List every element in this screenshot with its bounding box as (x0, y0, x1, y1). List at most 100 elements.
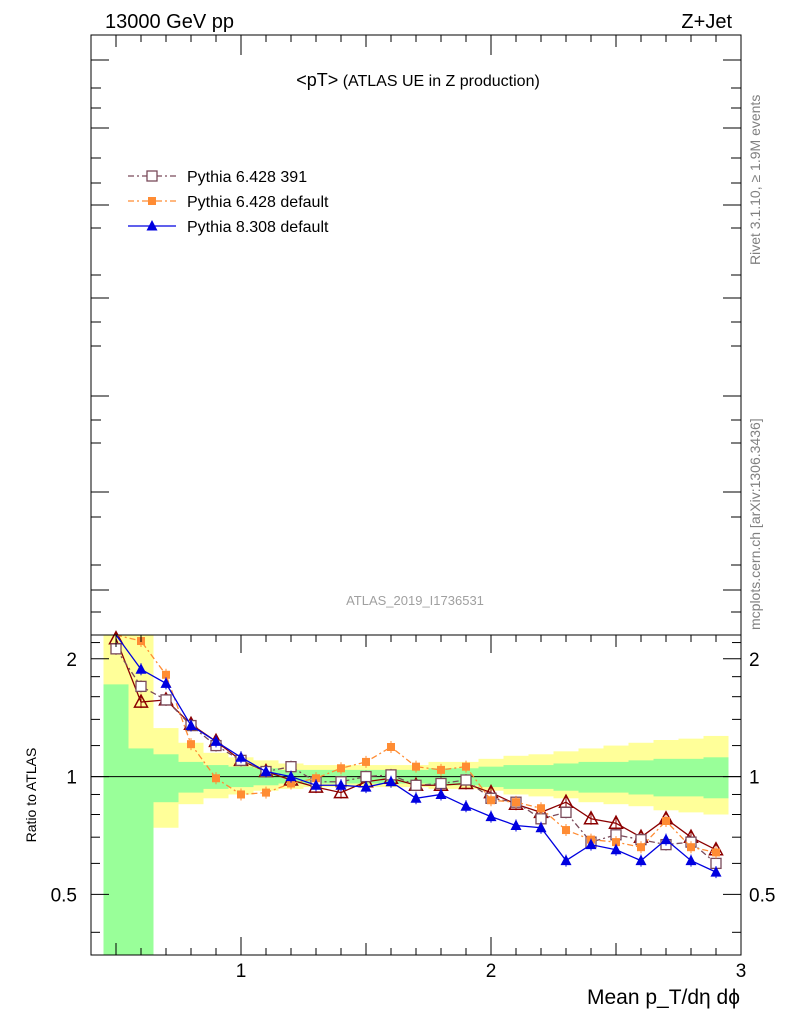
legend-marker (146, 170, 158, 182)
data-point (160, 694, 172, 706)
data-point (237, 790, 245, 799)
ratio-y-tick-label: 0.5 (749, 885, 775, 906)
data-point (635, 854, 647, 866)
data-point (210, 735, 222, 746)
analysis-watermark: ATLAS_2019_I1736531 (346, 593, 484, 608)
uncertainty-band-inner (103, 684, 129, 955)
legend-label: Pythia 6.428 391 (187, 169, 307, 186)
ratio-y-tick-label: 2 (749, 650, 760, 671)
uncertainty-band-inner (703, 757, 729, 799)
ratio-series (108, 630, 724, 879)
uncertainty-band-inner (628, 760, 654, 795)
x-tick-label: 1 (236, 961, 247, 982)
data-point (285, 770, 297, 782)
x-axis-label: Mean p_T/dη dϕ (587, 986, 740, 1009)
data-point (235, 751, 247, 762)
data-point (333, 784, 349, 799)
data-point (662, 816, 670, 825)
data-point (435, 777, 447, 790)
data-point (185, 719, 197, 731)
data-point (385, 775, 397, 787)
data-point (637, 843, 645, 852)
main-plot-frame (90, 34, 742, 636)
data-point (562, 826, 570, 835)
data-point (312, 774, 320, 783)
data-point (537, 804, 545, 813)
data-point (512, 798, 520, 807)
data-point (260, 765, 272, 777)
mcplots-label: mcplots.cern.ch [arXiv:1306.3436] (747, 418, 763, 630)
rivet-label: Rivet 3.1.10, ≥ 1.9M events (747, 95, 763, 265)
data-point (135, 663, 147, 674)
series-line (115, 634, 717, 854)
data-point (712, 848, 720, 857)
data-point (462, 762, 470, 771)
main-plot-ticks (91, 35, 742, 613)
data-point (560, 854, 572, 866)
ratio-bands (103, 635, 729, 955)
data-point (387, 743, 395, 751)
data-point (162, 670, 170, 679)
data-point (410, 792, 422, 803)
data-point (685, 854, 697, 866)
uncertainty-band-inner (578, 761, 604, 793)
data-point (287, 779, 295, 788)
uncertainty-band-inner (153, 754, 179, 803)
data-point (610, 843, 622, 855)
data-point (583, 810, 599, 825)
data-point (535, 821, 547, 833)
plot-title-sub: (ATLAS UE in Z production) (343, 73, 540, 90)
ratio-y-tick-label: 0.5 (51, 885, 77, 906)
ratio-y-tick-label: 2 (66, 650, 77, 671)
legend-label: Pythia 6.428 default (187, 194, 329, 211)
data-point (660, 833, 672, 845)
ratio-axes: 0.5 0.5 1 1 2 2 1 2 3 (51, 635, 775, 982)
data-point (487, 796, 495, 805)
data-point (612, 838, 620, 847)
data-point (687, 843, 695, 852)
uncertainty-band-inner (653, 758, 679, 797)
legend-marker (148, 197, 156, 205)
data-point (160, 677, 172, 688)
header-right: Z+Jet (681, 11, 732, 33)
plot-title-main: <pT> (296, 70, 338, 90)
legend-label: Pythia 8.308 default (187, 219, 329, 236)
series-line (115, 638, 717, 851)
data-point (310, 779, 322, 790)
uncertainty-band-inner (128, 748, 154, 955)
data-point (337, 764, 345, 773)
data-point (212, 774, 220, 783)
data-point (335, 779, 347, 790)
ratio-ylabel: Ratio to ATLAS (23, 748, 39, 843)
data-point (460, 774, 472, 786)
data-point (485, 810, 497, 822)
uncertainty-band-inner (178, 761, 204, 793)
data-point (560, 806, 572, 819)
data-point (410, 779, 422, 791)
data-point (360, 770, 372, 783)
data-point (135, 680, 147, 693)
data-point (412, 762, 420, 771)
data-point (460, 800, 472, 811)
data-point (585, 838, 597, 850)
ratio-y-tick-label: 1 (66, 768, 77, 789)
data-point (435, 788, 447, 799)
ratio-y-tick-label: 1 (749, 768, 760, 789)
data-point (362, 757, 370, 766)
data-point (608, 814, 624, 829)
uncertainty-band-inner (553, 763, 579, 791)
data-point (133, 693, 149, 708)
data-point (437, 765, 445, 774)
plot-title: <pT> (ATLAS UE in Z production) (296, 70, 540, 90)
uncertainty-band-inner (603, 761, 629, 793)
data-point (710, 866, 722, 877)
x-tick-label: 2 (486, 961, 497, 982)
data-point (360, 781, 372, 792)
data-point (262, 788, 270, 797)
data-point (510, 819, 522, 830)
uncertainty-band-inner (678, 758, 704, 797)
data-point (187, 740, 195, 749)
data-point (285, 761, 297, 773)
legend: Pythia 6.428 391 Pythia 6.428 default Pyth… (128, 169, 329, 236)
legend-marker (146, 220, 158, 231)
